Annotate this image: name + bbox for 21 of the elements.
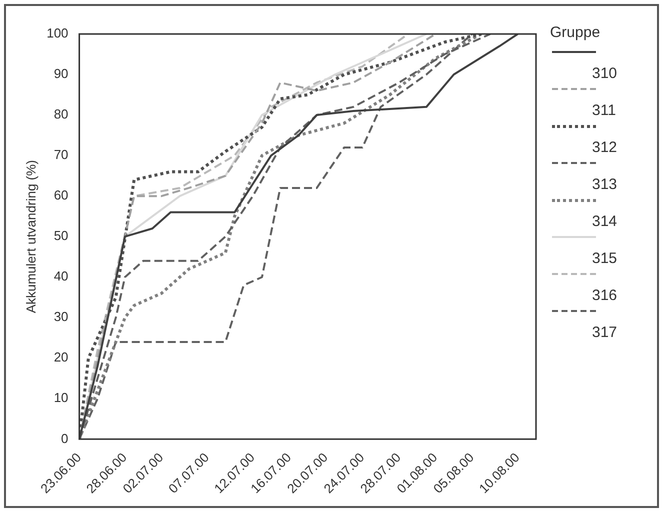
y-axis-title: Akkumulert utvandring (%) — [23, 160, 38, 314]
text: 312 — [592, 139, 618, 156]
text: 310 — [592, 65, 618, 82]
y-tick-label: 50 — [54, 228, 68, 244]
y-tick-label: 60 — [54, 188, 68, 203]
text: 317 — [592, 324, 618, 341]
y-tick-label: 20 — [54, 350, 68, 365]
text: 311 — [592, 102, 616, 119]
text: 314 — [592, 213, 618, 230]
y-tick-label: 90 — [54, 66, 68, 82]
text: 316 — [592, 287, 618, 304]
y-tick-label: 10 — [54, 390, 68, 406]
text: 315 — [592, 250, 618, 267]
text: 313 — [592, 176, 618, 193]
y-tick-label: 100 — [46, 26, 68, 41]
legend-title: Gruppe — [550, 24, 602, 41]
y-tick-label: 80 — [54, 106, 68, 122]
y-tick-label: 0 — [61, 430, 68, 446]
y-tick-label: 30 — [54, 309, 68, 324]
y-tick-label: 70 — [54, 147, 68, 162]
y-tick-label: 40 — [54, 268, 68, 284]
